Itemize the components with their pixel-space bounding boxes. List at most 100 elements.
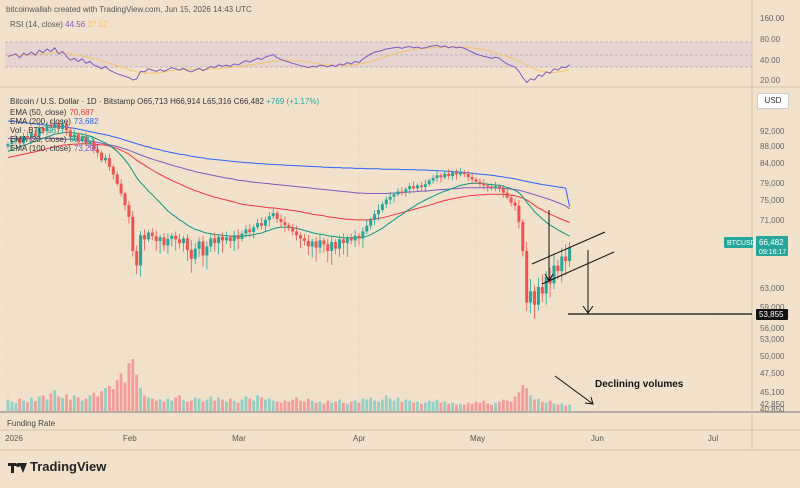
volume-bar bbox=[537, 398, 540, 411]
candle-body bbox=[236, 235, 240, 239]
candle-body bbox=[240, 233, 244, 239]
candle-body bbox=[310, 241, 314, 247]
time-tick-label: May bbox=[470, 434, 485, 443]
candle-body bbox=[224, 237, 228, 241]
tradingview-logo[interactable]: TradingView bbox=[8, 459, 106, 474]
volume-bar bbox=[37, 396, 41, 411]
candle-body bbox=[380, 204, 384, 210]
volume-bar bbox=[420, 403, 423, 411]
candle-body bbox=[474, 179, 478, 182]
candle-body bbox=[10, 140, 14, 145]
candle-body bbox=[295, 231, 299, 236]
ohlc-open: O65,713 bbox=[137, 97, 168, 106]
candle-body bbox=[568, 247, 572, 262]
symbol-name: Bitcoin / U.S. Dollar · 1D · Bitstamp bbox=[10, 97, 135, 106]
candle-body bbox=[341, 239, 345, 244]
candle-body bbox=[33, 133, 37, 137]
price-header: Bitcoin / U.S. Dollar · 1D · Bitstamp O6… bbox=[10, 97, 319, 106]
candle-body bbox=[318, 240, 322, 248]
volume-bar bbox=[10, 401, 14, 411]
candle-body bbox=[221, 236, 224, 241]
volume-bar bbox=[287, 401, 291, 411]
volume-bar bbox=[478, 402, 482, 411]
volume-bar bbox=[267, 398, 271, 411]
candle-body bbox=[143, 235, 146, 240]
volume-bar bbox=[498, 401, 501, 411]
candle-body bbox=[525, 250, 529, 303]
volume-bar bbox=[423, 402, 427, 411]
volume-bar bbox=[427, 400, 431, 411]
volume-bar bbox=[462, 404, 466, 411]
ohlc-change: +769 (+1.17%) bbox=[266, 97, 320, 106]
candle-body bbox=[302, 238, 306, 241]
volume-bar bbox=[221, 399, 224, 411]
candle-body bbox=[232, 235, 236, 241]
candle-body bbox=[61, 123, 65, 130]
volume-bar bbox=[65, 394, 68, 411]
legend-volume[interactable]: Vol · BTC 967 bbox=[10, 126, 64, 135]
legend-ema100[interactable]: EMA (100, close) 73,298 bbox=[10, 144, 101, 153]
volume-bar bbox=[189, 400, 193, 411]
currency-button[interactable]: USD bbox=[757, 93, 789, 109]
candle-body bbox=[306, 240, 310, 247]
volume-bar bbox=[18, 398, 22, 411]
rsi-pane bbox=[5, 41, 752, 84]
candle-body bbox=[501, 188, 505, 193]
candle-body bbox=[127, 205, 131, 217]
candle-body bbox=[533, 291, 536, 305]
candle-body bbox=[29, 133, 33, 138]
candle-body bbox=[84, 136, 88, 145]
volume-bar bbox=[556, 404, 560, 411]
volume-bar bbox=[295, 397, 298, 411]
ohlc-high: H66,914 bbox=[170, 97, 201, 106]
rsi-scale-label: 20.00 bbox=[760, 76, 781, 85]
volume-bar bbox=[240, 399, 244, 411]
candle-body bbox=[154, 236, 158, 241]
annotations: Declining volumes bbox=[531, 210, 752, 405]
candle-body bbox=[416, 185, 419, 189]
volume-bar bbox=[369, 397, 373, 411]
rsi-name: RSI (14, close) bbox=[10, 20, 63, 29]
legend-ema50[interactable]: EMA (50, close) 70,687 bbox=[10, 108, 97, 117]
candle-body bbox=[560, 256, 564, 272]
candle-body bbox=[104, 157, 107, 161]
candles bbox=[6, 119, 572, 319]
rsi-scale-label: 40.00 bbox=[760, 56, 781, 65]
candle-body bbox=[365, 225, 369, 232]
volume-bar bbox=[264, 399, 267, 411]
countdown-text: 09:16:17 bbox=[759, 249, 786, 256]
volume-bar bbox=[6, 399, 10, 411]
volume-trend-arrow bbox=[554, 375, 594, 405]
candle-body bbox=[544, 276, 548, 294]
candle-body bbox=[412, 186, 416, 189]
time-tick-label: Apr bbox=[353, 434, 366, 443]
rsi-ma-value: 37.12 bbox=[87, 20, 108, 29]
volume-bar bbox=[353, 400, 357, 411]
volume-bar bbox=[318, 401, 322, 411]
legend-ema20[interactable]: EMA (20, close) 66,783 bbox=[10, 135, 97, 144]
volume-bar bbox=[182, 399, 185, 411]
candle-body bbox=[287, 225, 291, 229]
candle-body bbox=[256, 223, 260, 228]
volume-bar bbox=[49, 393, 53, 411]
time-tick-label: Mar bbox=[232, 434, 246, 443]
rsi-ma-line bbox=[8, 46, 570, 74]
candle-body bbox=[326, 244, 330, 251]
candle-body bbox=[466, 174, 470, 177]
candle-body bbox=[205, 246, 209, 256]
volume-bar bbox=[88, 395, 92, 411]
candle-body bbox=[88, 142, 92, 145]
ohlc-low: L65,316 bbox=[202, 97, 232, 106]
volume-bar bbox=[552, 403, 556, 411]
volume-bar bbox=[228, 398, 232, 411]
rsi-scale-label: 160.00 bbox=[760, 14, 785, 23]
candle-body bbox=[494, 186, 497, 189]
candle-body bbox=[556, 265, 560, 272]
candle-body bbox=[158, 237, 162, 241]
volume-bar bbox=[490, 404, 493, 411]
volume-bar bbox=[154, 400, 158, 411]
legend-ema200[interactable]: EMA (200, close) 73,682 bbox=[10, 117, 101, 126]
volume-bar bbox=[361, 398, 365, 411]
legend-label: EMA (20, close) bbox=[10, 135, 67, 144]
